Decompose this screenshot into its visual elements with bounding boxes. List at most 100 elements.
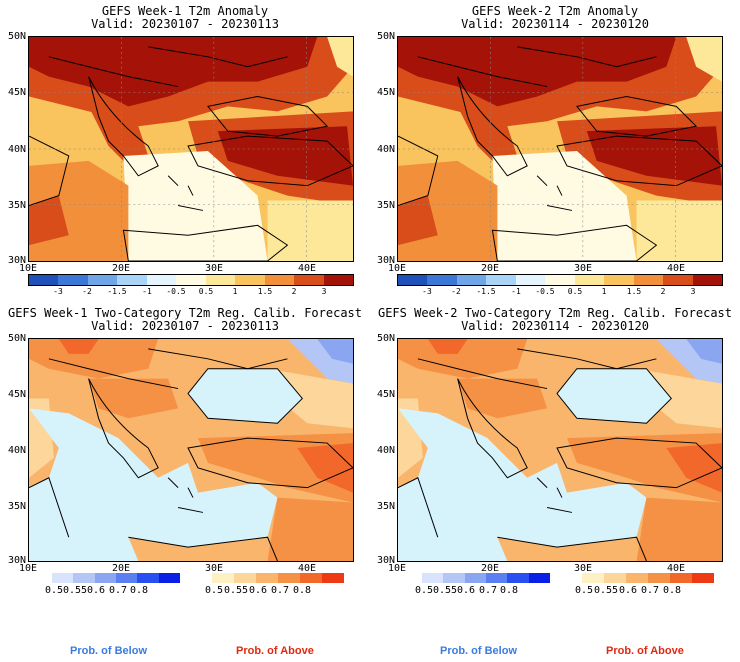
lat-label: 50N <box>7 31 26 42</box>
lon-label: 30E <box>573 263 593 274</box>
lon-label: 20E <box>111 563 131 574</box>
lon-label: 20E <box>111 263 131 274</box>
prob-above-colorbar <box>582 573 714 583</box>
lat-label: 30N <box>7 555 26 566</box>
colorbar-tick-label: 0.8 <box>662 585 682 596</box>
colorbar-tick-label: 0.8 <box>129 585 149 596</box>
colorbar-tick-label: 1.5 <box>257 287 273 296</box>
colorbar-tick-label: -1 <box>142 287 152 296</box>
colorbar-tick-label: 0.5 <box>414 585 434 596</box>
lon-label: 40E <box>666 563 686 574</box>
colorbar-tick-label: 0.5 <box>567 287 583 296</box>
panel-title: GEFS Week-1 T2m Anomaly <box>101 4 269 18</box>
prob-above-caption: Prob. of Above <box>236 645 314 657</box>
anomaly-map-week1 <box>28 36 354 262</box>
colorbar-tick-label: 0.8 <box>292 585 312 596</box>
colorbar-tick-label: 0.6 <box>456 585 476 596</box>
prob-below-caption: Prob. of Below <box>440 645 517 657</box>
lat-label: 50N <box>376 31 395 42</box>
lat-label: 40N <box>7 144 26 155</box>
colorbar-tick-label: 2 <box>660 287 666 296</box>
lon-label: 10E <box>18 263 38 274</box>
colorbar-tick-label: 3 <box>690 287 696 296</box>
lon-label: 10E <box>387 563 407 574</box>
lon-label: 40E <box>297 563 317 574</box>
prob-above-colorbar <box>212 573 344 583</box>
lat-label: 45N <box>7 389 26 400</box>
colorbar-tick-label: 0.6 <box>618 585 638 596</box>
colorbar-tick-label: 1 <box>601 287 607 296</box>
panel-valid-dates: Valid: 20230107 - 20230113 <box>91 319 279 333</box>
panel-week1-probability: GEFS Week-1 Two-Category T2m Reg. Calib.… <box>0 300 370 340</box>
panel-valid-dates: Valid: 20230114 - 20230120 <box>461 319 649 333</box>
lat-label: 50N <box>7 333 26 344</box>
panel-title: GEFS Week-2 Two-Category T2m Reg. Calib.… <box>377 306 732 320</box>
colorbar-tick-label: 0.55 <box>432 585 458 596</box>
probability-map-week1 <box>28 338 354 562</box>
colorbar-tick-label: 0.6 <box>86 585 106 596</box>
lat-label: 40N <box>376 144 395 155</box>
lat-label: 50N <box>376 333 395 344</box>
panel-week2-probability: GEFS Week-2 Two-Category T2m Reg. Calib.… <box>370 300 740 340</box>
lon-label: 30E <box>204 563 224 574</box>
colorbar-tick-label: 1 <box>232 287 238 296</box>
colorbar-tick-label: 0.5 <box>198 287 214 296</box>
colorbar-tick-label: 0.5 <box>44 585 64 596</box>
lat-label: 35N <box>376 200 395 211</box>
colorbar-tick-label: -1.5 <box>476 287 496 296</box>
colorbar-tick-label: 0.7 <box>640 585 660 596</box>
lat-label: 40N <box>376 445 395 456</box>
colorbar-tick-label: -2 <box>82 287 92 296</box>
panel-title: GEFS Week-2 T2m Anomaly <box>471 4 639 18</box>
lat-label: 35N <box>376 501 395 512</box>
colorbar-tick-label: 1.5 <box>626 287 642 296</box>
prob-below-colorbar <box>422 573 550 583</box>
colorbar-tick-label: 0.55 <box>593 585 619 596</box>
colorbar-tick-label: 0.55 <box>62 585 88 596</box>
colorbar-tick-label: -3 <box>422 287 432 296</box>
colorbar-tick-label: -3 <box>53 287 63 296</box>
lon-label: 40E <box>666 263 686 274</box>
anomaly-colorbar <box>28 274 354 286</box>
prob-below-caption: Prob. of Below <box>70 645 147 657</box>
prob-above-caption: Prob. of Above <box>606 645 684 657</box>
lon-label: 30E <box>204 263 224 274</box>
panel-valid-dates: Valid: 20230107 - 20230113 <box>91 17 279 31</box>
colorbar-tick-label: 2 <box>291 287 297 296</box>
colorbar-tick-label: -2 <box>451 287 461 296</box>
lon-label: 30E <box>573 563 593 574</box>
lon-label: 10E <box>387 263 407 274</box>
panel-valid-dates: Valid: 20230114 - 20230120 <box>461 17 649 31</box>
lon-label: 10E <box>18 563 38 574</box>
lat-label: 30N <box>7 255 26 266</box>
panel-week1-anomaly: GEFS Week-1 T2m Anomaly Valid: 20230107 … <box>0 0 370 300</box>
anomaly-colorbar <box>397 274 723 286</box>
colorbar-tick-label: 0.55 <box>223 585 249 596</box>
lat-label: 45N <box>7 87 26 98</box>
lon-label: 40E <box>297 263 317 274</box>
colorbar-tick-label: 0.7 <box>108 585 128 596</box>
prob-below-colorbar <box>52 573 180 583</box>
lat-label: 30N <box>376 555 395 566</box>
lon-label: 20E <box>480 563 500 574</box>
colorbar-tick-label: -1 <box>511 287 521 296</box>
colorbar-tick-label: -0.5 <box>166 287 186 296</box>
colorbar-tick-label: 0.5 <box>204 585 224 596</box>
colorbar-tick-label: 0.6 <box>248 585 268 596</box>
probability-map-week2 <box>397 338 723 562</box>
lat-label: 30N <box>376 255 395 266</box>
colorbar-tick-label: -1.5 <box>107 287 127 296</box>
colorbar-tick-label: 0.8 <box>499 585 519 596</box>
colorbar-tick-label: 0.5 <box>574 585 594 596</box>
lat-label: 35N <box>7 501 26 512</box>
panel-title: GEFS Week-1 Two-Category T2m Reg. Calib.… <box>7 306 362 320</box>
colorbar-tick-label: 0.7 <box>478 585 498 596</box>
lat-label: 45N <box>376 87 395 98</box>
lat-label: 45N <box>376 389 395 400</box>
lon-label: 20E <box>480 263 500 274</box>
colorbar-tick-label: 3 <box>321 287 327 296</box>
lat-label: 40N <box>7 445 26 456</box>
lat-label: 35N <box>7 200 26 211</box>
anomaly-map-week2 <box>397 36 723 262</box>
colorbar-tick-label: -0.5 <box>535 287 555 296</box>
